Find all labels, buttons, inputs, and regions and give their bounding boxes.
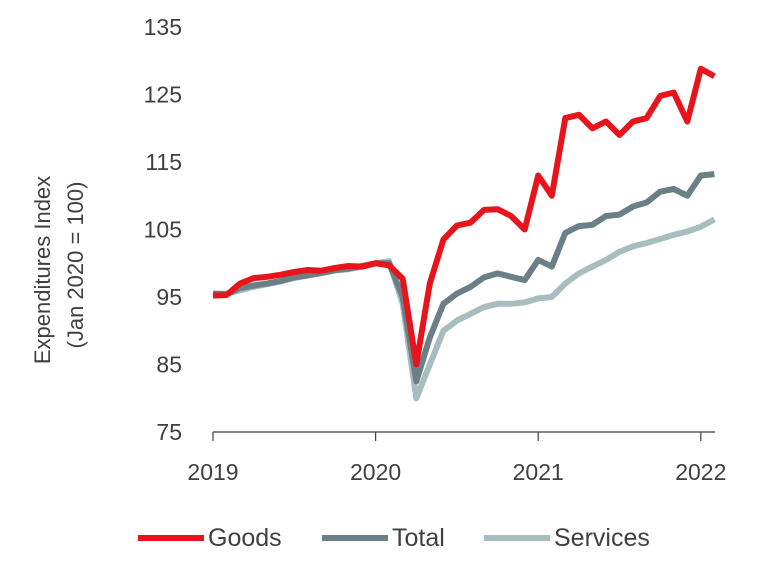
x-tick-label: 2022: [675, 459, 726, 485]
y-tick-label: 75: [156, 419, 182, 445]
legend-label-services: Services: [554, 524, 650, 552]
y-tick-label: 115: [145, 149, 182, 175]
y-axis-title-line2: (Jan 2020 = 100): [63, 182, 88, 349]
x-tick-label: 2021: [513, 459, 564, 485]
y-axis-title: Expenditures Index (Jan 2020 = 100): [30, 176, 88, 364]
x-tick-label: 2020: [350, 459, 401, 485]
series-lines: [212, 65, 716, 402]
y-tick-label: 105: [144, 217, 182, 243]
y-tick-label: 85: [156, 352, 182, 378]
x-axis: 2019 2020 2021 2022: [187, 431, 726, 485]
y-tick-label: 125: [144, 82, 182, 108]
series-line-services: [213, 216, 716, 402]
x-tick-label: 2019: [187, 459, 238, 485]
y-tick-label: 135: [144, 14, 182, 40]
y-axis-title-line1: Expenditures Index: [30, 176, 55, 364]
series-line-total: [212, 171, 715, 385]
legend-label-total: Total: [392, 524, 445, 552]
series-line-goods: [212, 65, 716, 368]
y-tick-label: 95: [156, 284, 182, 310]
legend-label-goods: Goods: [208, 524, 282, 552]
legend: Goods Total Services: [138, 524, 650, 552]
y-axis-ticks: 75 85 95 105 115 125 135: [144, 14, 182, 445]
